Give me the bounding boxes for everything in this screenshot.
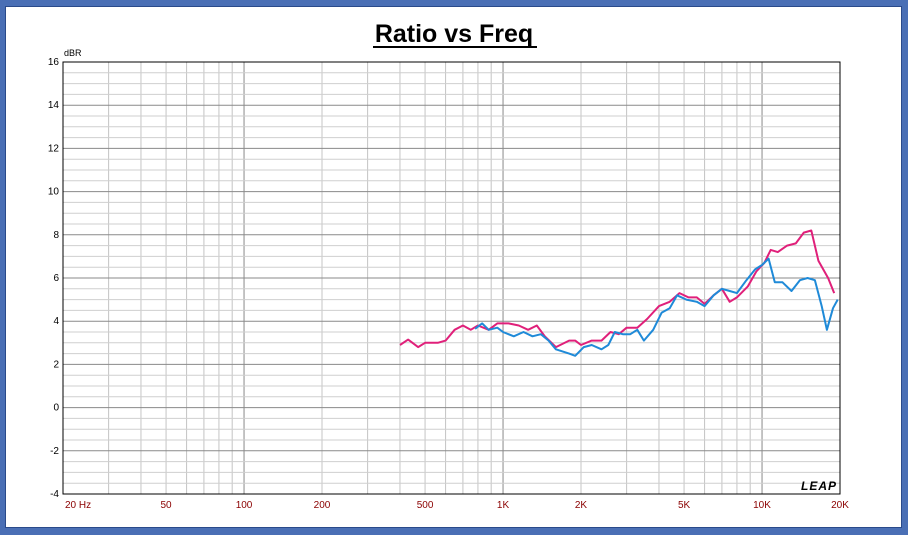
- chart-panel: Ratio vs Freq dBR 16 14 12 10 8 6 4 2 0 -2 -4 20 H…: [5, 6, 902, 528]
- y-axis-label: dBR: [64, 48, 82, 58]
- x-tick-label: 1K: [497, 500, 510, 511]
- leap-logo: LEAP: [801, 479, 837, 493]
- series-line-1: [399, 229, 836, 349]
- x-tick-label: 500: [417, 500, 434, 511]
- x-tick-label: 20K: [831, 500, 849, 511]
- y-tick-label: 16: [48, 57, 60, 68]
- y-tick-label: 8: [53, 230, 59, 241]
- chart: Ratio vs Freq dBR 16 14 12 10 8 6 4 2 0 -2 -4 20 H…: [48, 20, 849, 511]
- x-tick-label: 2K: [575, 500, 588, 511]
- y-tick-label: 6: [53, 273, 59, 284]
- chart-title: Ratio vs Freq: [375, 20, 533, 48]
- y-tick-label: 2: [53, 359, 59, 370]
- x-tick-label: 200: [314, 500, 331, 511]
- x-axis-ticks: 20 Hz 50 100 200 500 1K 2K 5K 10K 20K: [65, 500, 849, 511]
- y-tick-label: -2: [50, 446, 59, 457]
- plot-area: [62, 61, 841, 495]
- x-tick-label: 20 Hz: [65, 500, 91, 511]
- x-tick-label: 10K: [753, 500, 771, 511]
- grid: [62, 61, 841, 495]
- y-axis-ticks: 16 14 12 10 8 6 4 2 0 -2 -4: [48, 57, 60, 500]
- y-tick-label: 4: [53, 316, 59, 327]
- series-group: [399, 229, 839, 357]
- x-tick-label: 5K: [678, 500, 691, 511]
- y-tick-label: 12: [48, 143, 60, 154]
- x-tick-label: 50: [161, 500, 173, 511]
- y-tick-label: 10: [48, 187, 60, 198]
- y-tick-label: 0: [53, 403, 59, 414]
- y-tick-label: 14: [48, 100, 60, 111]
- x-tick-label: 100: [236, 500, 253, 511]
- series-line-2: [474, 257, 839, 357]
- y-tick-label: -4: [50, 489, 59, 500]
